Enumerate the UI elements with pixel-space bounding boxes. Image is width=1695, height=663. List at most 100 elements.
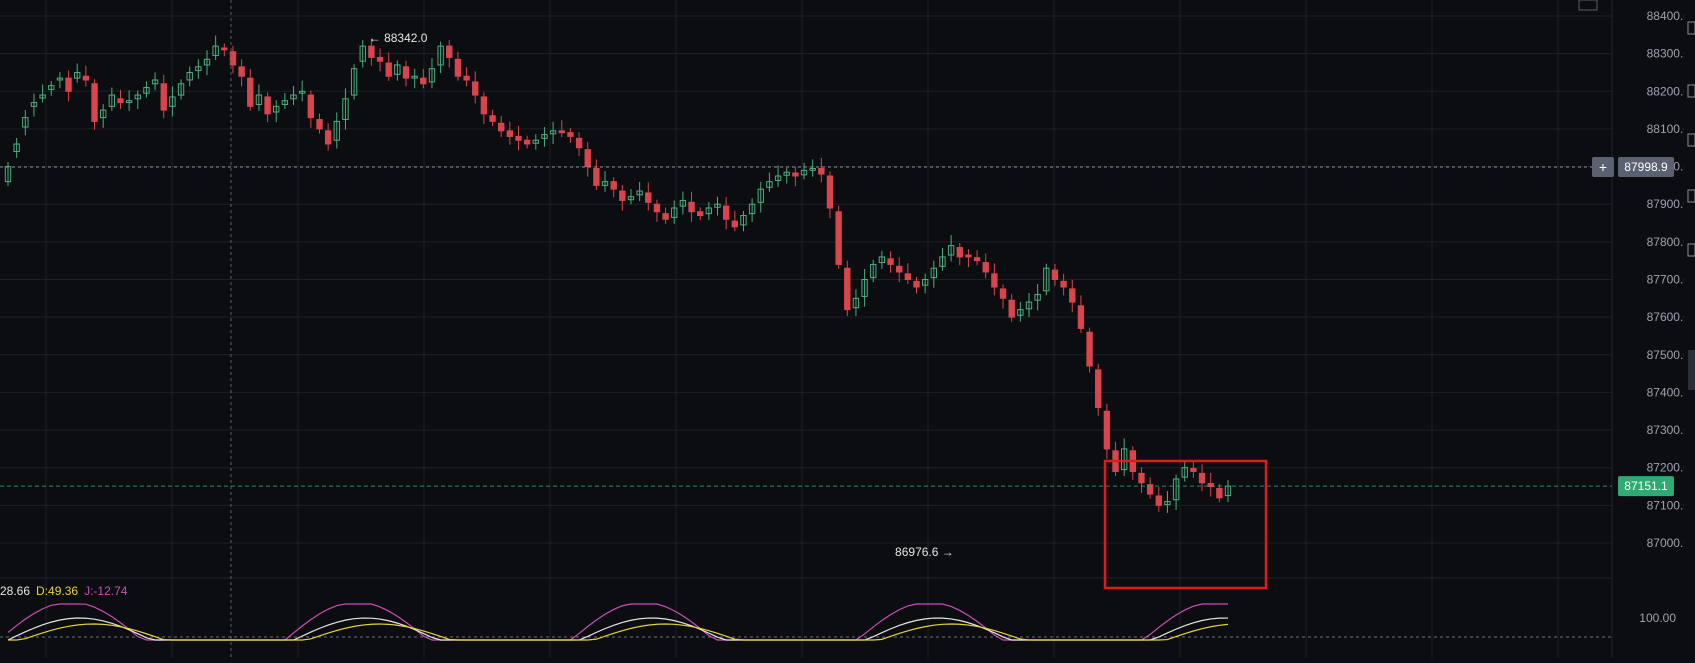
k-value-label: 28.66 xyxy=(0,584,31,598)
candle-body xyxy=(506,130,514,137)
candle-body xyxy=(212,45,219,57)
candle-body xyxy=(887,258,894,265)
candle-body xyxy=(593,167,600,186)
candle-body xyxy=(965,254,972,258)
candle-body xyxy=(792,172,799,177)
candle-body xyxy=(117,98,124,104)
kdj-indicator-pane: 100.00 xyxy=(0,603,1676,641)
candle-body xyxy=(783,171,790,176)
candle-body xyxy=(1008,299,1015,318)
candle-body xyxy=(1086,331,1093,367)
candle-body xyxy=(610,181,617,190)
last-price-label: 87151.1 xyxy=(1624,479,1668,493)
candle-body xyxy=(56,77,64,81)
candle-body xyxy=(1095,369,1102,408)
candle-body xyxy=(428,68,436,83)
right-toolbar xyxy=(1578,0,1695,658)
candle-body xyxy=(679,199,687,207)
candle-body xyxy=(316,119,323,130)
candle-body xyxy=(515,135,522,141)
candle-body xyxy=(567,132,574,137)
candle-body xyxy=(273,105,280,113)
candle-body xyxy=(229,51,237,66)
candle-body xyxy=(714,203,721,208)
candle-body xyxy=(420,77,427,85)
grid-lines xyxy=(0,0,1613,658)
candle-body xyxy=(385,62,392,77)
candle-body xyxy=(1198,472,1206,484)
candle-body xyxy=(1103,410,1111,450)
candle-body xyxy=(904,273,912,281)
candle-body xyxy=(878,256,886,264)
candle-body xyxy=(697,211,704,217)
candle-body xyxy=(844,267,851,311)
candle-body xyxy=(748,203,756,215)
candle-body xyxy=(30,102,38,107)
candle-body xyxy=(307,94,315,119)
candle-body xyxy=(705,207,713,215)
candle-body xyxy=(143,87,150,94)
candle-body xyxy=(991,273,998,288)
candle-body xyxy=(472,81,479,96)
candle-body xyxy=(411,75,418,79)
candle-body xyxy=(1077,305,1085,329)
candle-body xyxy=(333,120,340,141)
d-value-label: D:49.36 xyxy=(36,584,79,598)
candle-body xyxy=(394,64,401,75)
candle-body xyxy=(1069,288,1076,303)
toolbar-collapse-handle xyxy=(1688,350,1695,390)
highlight-box xyxy=(1103,459,1268,590)
candle-body xyxy=(1155,495,1162,506)
candle-body xyxy=(151,79,159,85)
price-tick-label: 87700.0 xyxy=(1647,273,1691,287)
candle-body xyxy=(947,245,955,256)
candle-body xyxy=(558,130,565,134)
candle-body xyxy=(584,149,591,168)
candle-body xyxy=(290,94,297,100)
candle-body xyxy=(108,94,116,107)
candle-body xyxy=(1207,483,1214,488)
candle-body xyxy=(1025,301,1033,310)
candle-body xyxy=(818,167,825,175)
candle-body xyxy=(532,139,539,144)
price-tick-label: 87400.0 xyxy=(1647,385,1691,399)
price-tick-label: 87300.0 xyxy=(1647,423,1691,437)
candle-body xyxy=(195,66,202,72)
candle-body xyxy=(299,90,306,94)
candle-body xyxy=(671,207,678,218)
candle-body xyxy=(350,68,358,96)
candle-body xyxy=(1146,484,1154,495)
high-price-marker: ← 88342.0 xyxy=(369,31,428,45)
toolbar-icon xyxy=(1687,243,1695,257)
candle-body xyxy=(342,98,349,121)
price-tick-label: 88400.0 xyxy=(1647,9,1691,23)
candle-body xyxy=(1051,269,1059,281)
candle-body xyxy=(1190,467,1197,472)
candle-body xyxy=(541,134,548,139)
candle-body xyxy=(74,71,81,79)
candle-body xyxy=(1034,294,1041,301)
candle-body xyxy=(921,279,929,286)
kdj-d-line xyxy=(8,623,1229,641)
candle-body xyxy=(731,220,738,228)
price-tick-label: 88300.0 xyxy=(1647,47,1691,61)
candle-body xyxy=(160,83,167,111)
candle-body xyxy=(437,45,444,66)
candle-body xyxy=(1181,467,1188,478)
candle-body xyxy=(480,96,488,115)
candle-body xyxy=(627,196,635,201)
crosshair-price-label: 87998.9 xyxy=(1624,160,1668,174)
corner-expand-icon xyxy=(1578,0,1598,11)
candle-body xyxy=(177,83,185,96)
candle-body xyxy=(740,215,747,226)
toolbar-icon xyxy=(1687,133,1695,147)
candle-body xyxy=(376,56,384,62)
candle-body xyxy=(238,66,245,77)
price-tick-label: 87500.0 xyxy=(1647,348,1691,362)
candle-body xyxy=(1060,280,1067,288)
toolbar-icon xyxy=(1687,21,1695,35)
price-tick-label: 87000.0 xyxy=(1647,536,1691,550)
candle-body xyxy=(982,262,989,273)
